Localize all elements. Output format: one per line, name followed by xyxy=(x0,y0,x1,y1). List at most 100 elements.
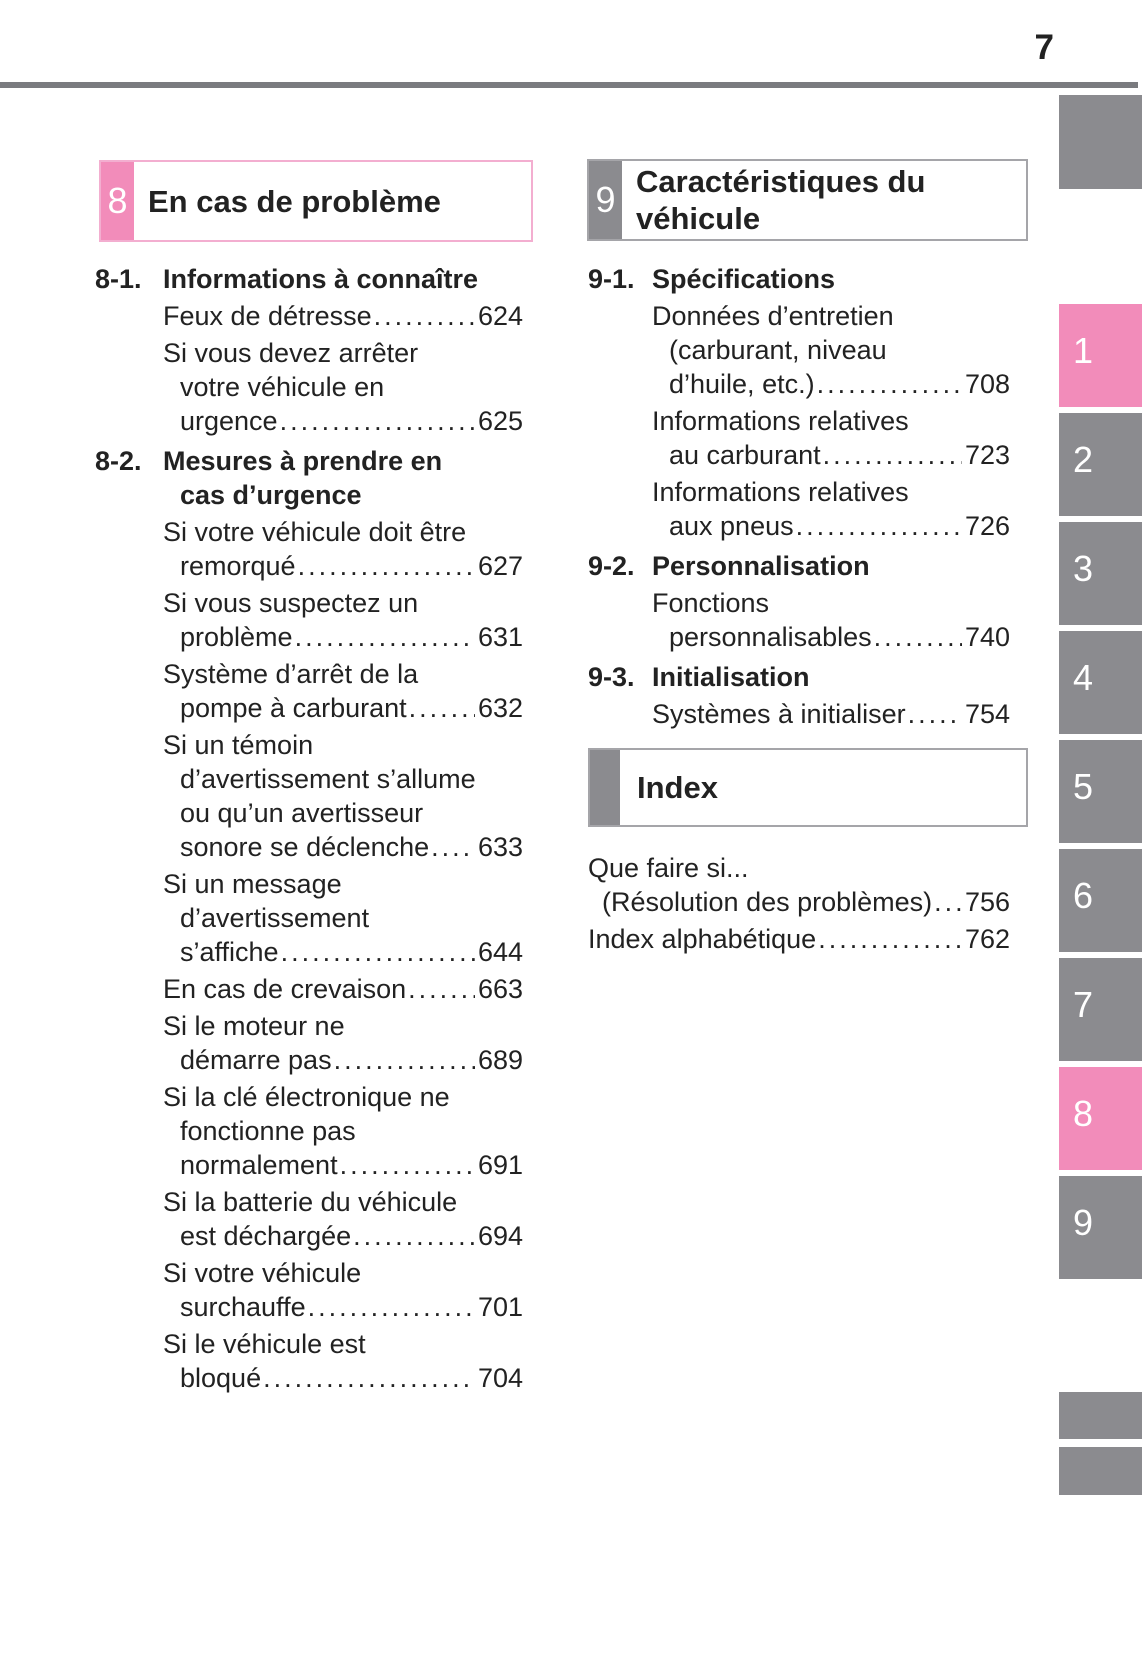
toc-section-heading[interactable]: 8-2. Mesures à prendre en cas d’urgence xyxy=(95,444,523,512)
page-ref: 624 xyxy=(477,301,523,331)
page-ref: 726 xyxy=(964,511,1010,541)
toc-entry[interactable]: Informations relatives aux pneus 726 xyxy=(652,475,1010,543)
section-number: 9-1. xyxy=(588,264,635,294)
entry-text: Index alphabétique xyxy=(588,924,817,954)
toc-entry-line: Que faire si... xyxy=(588,853,749,883)
toc-section-heading[interactable]: 9-3. Initialisation xyxy=(588,660,1010,694)
section-title: Informations à connaître xyxy=(163,262,478,296)
dot-leader xyxy=(293,620,475,654)
section-title-line: Personnalisation xyxy=(652,551,870,581)
toc-entry-line: s’affiche 644 xyxy=(163,935,523,969)
page-ref: 691 xyxy=(477,1150,523,1180)
entry-text: est déchargée xyxy=(180,1221,352,1251)
side-tab-1[interactable]: 1 xyxy=(1059,304,1142,407)
entry-text: aux pneus xyxy=(669,511,794,541)
dot-leader xyxy=(906,697,962,731)
chapter-8-title: En cas de problème xyxy=(148,183,441,219)
toc-entry-line: aux pneus 726 xyxy=(652,509,1010,543)
page-ref: 723 xyxy=(964,440,1010,470)
toc-section-heading[interactable]: 9-1. Spécifications xyxy=(588,262,1010,296)
toc-entry-line: Si vous devez arrêter xyxy=(163,338,419,368)
toc-entry[interactable]: Si vous devez arrêter votre véhicule en ur… xyxy=(163,336,523,438)
toc-entry-line: Si la batterie du véhicule xyxy=(163,1187,458,1217)
dot-leader xyxy=(821,438,962,472)
toc-entry-line: Si le véhicule est xyxy=(163,1329,366,1359)
chapter-8-number: 8 xyxy=(107,180,128,221)
entry-text: bloqué xyxy=(180,1363,262,1393)
side-tab-4[interactable]: 4 xyxy=(1059,631,1142,734)
toc-entry-line: (carburant, niveau xyxy=(669,335,887,365)
toc-entry[interactable]: En cas de crevaison 663 xyxy=(163,972,523,1006)
chapter-9-title: Caractéristiques du véhicule xyxy=(622,161,925,239)
dot-leader xyxy=(932,885,962,919)
toc-entry[interactable]: Si la batterie du véhicule est déchargée 6… xyxy=(163,1185,523,1253)
toc-entry-line: personnalisables 740 xyxy=(652,620,1010,654)
chapter-9-banner[interactable]: 9 Caractéristiques du véhicule xyxy=(587,159,1028,241)
dot-leader xyxy=(278,404,475,438)
toc-entry[interactable]: Systèmes à initialiser 754 xyxy=(652,697,1010,731)
entry-text: En cas de crevaison xyxy=(163,974,407,1004)
toc-entry[interactable]: Si le véhicule est bloqué 704 xyxy=(163,1327,523,1395)
side-tab-label: 2 xyxy=(1073,439,1094,480)
toc-entry-line: En cas de crevaison 663 xyxy=(163,972,523,1006)
side-tab-blank-bottom-1 xyxy=(1059,1392,1142,1439)
toc-entry[interactable]: Si la clé électronique ne fonctionne pas n… xyxy=(163,1080,523,1182)
toc-entry-line: surchauffe 701 xyxy=(163,1290,523,1324)
entry-text: urgence xyxy=(180,406,278,436)
dot-leader xyxy=(332,1043,475,1077)
side-tab-2[interactable]: 2 xyxy=(1059,413,1142,516)
side-tab-7[interactable]: 7 xyxy=(1059,958,1142,1061)
index-banner[interactable]: Index xyxy=(588,748,1028,827)
dot-leader xyxy=(816,922,962,956)
chapter-8-tab-badge: 8 xyxy=(101,162,134,240)
section-entries: Si votre véhicule doit êtreremorqué627Si… xyxy=(95,515,523,1395)
chapter-8-banner[interactable]: 8 En cas de problème xyxy=(99,160,533,242)
side-tab-6[interactable]: 6 xyxy=(1059,849,1142,952)
toc-entry[interactable]: Feux de détresse 624 xyxy=(163,299,523,333)
toc-entry[interactable]: Si votre véhicule surchauffe 701 xyxy=(163,1256,523,1324)
side-tab-5[interactable]: 5 xyxy=(1059,740,1142,843)
side-tab-label: 7 xyxy=(1073,984,1094,1025)
section-number: 9-2. xyxy=(588,551,635,581)
toc-entry[interactable]: Si un témoin d’avertissement s’allume ou q… xyxy=(163,728,523,864)
section-entries: Feux de détresse 624 Si vous devez arrêter… xyxy=(95,299,523,438)
side-tab-3[interactable]: 3 xyxy=(1059,522,1142,625)
side-tab-blank-bottom-2 xyxy=(1059,1447,1142,1495)
toc-entry-line: Si un message xyxy=(163,869,342,899)
dot-leader xyxy=(306,1290,475,1324)
page-ref: 701 xyxy=(477,1292,523,1322)
toc-entry[interactable]: Informations relatives au carburant 723 xyxy=(652,404,1010,472)
toc-entry-line: Si le moteur ne xyxy=(163,1011,345,1041)
page-ref: 694 xyxy=(477,1221,523,1251)
page-ref: 644 xyxy=(477,937,523,967)
toc-entry[interactable]: Index alphabétique 762 xyxy=(588,922,1010,956)
toc-entry-line: remorqué 627 xyxy=(163,549,523,583)
toc-entry[interactable]: Si le moteur ne démarre pas 689 xyxy=(163,1009,523,1077)
toc-section: 9-2. Personnalisation Fonctions personnalis… xyxy=(588,549,1010,654)
toc-entry[interactable]: Fonctions personnalisables 740 xyxy=(652,586,1010,654)
dot-leader xyxy=(406,972,475,1006)
toc-section-heading[interactable]: 8-1. Informations à connaître xyxy=(95,262,523,296)
toc-entry[interactable]: Si un message d’avertissement s’affiche 644 xyxy=(163,867,523,969)
side-tab-9[interactable]: 9 xyxy=(1059,1176,1142,1279)
section-title: Personnalisation xyxy=(652,549,870,583)
page-ref: 740 xyxy=(964,622,1010,652)
page-number: 7 xyxy=(1034,28,1054,67)
dot-leader xyxy=(815,367,962,401)
side-tab-label: 3 xyxy=(1073,548,1094,589)
toc-section-heading[interactable]: 9-2. Personnalisation xyxy=(588,549,1010,583)
toc-entry[interactable]: Que faire si... (Résolution des problèmes… xyxy=(588,851,1010,919)
entry-text: (Résolution des problèmes) xyxy=(602,887,933,917)
toc-entry[interactable]: Données d’entretien (carburant, niveau d’h… xyxy=(652,299,1010,401)
toc-entry-line: d’avertissement s’allume xyxy=(180,764,476,794)
section-title-line: cas d’urgence xyxy=(180,480,362,510)
header-rule xyxy=(0,82,1138,88)
dot-leader xyxy=(372,299,475,333)
toc-entry-line: bloqué 704 xyxy=(163,1361,523,1395)
toc-entry[interactable]: Si votre véhicule doit être remorqué 627 xyxy=(163,515,523,583)
side-tab-8[interactable]: 8 xyxy=(1059,1067,1142,1170)
toc-entry[interactable]: Si vous suspectez un problème 631 xyxy=(163,586,523,654)
chapter-9-tab-badge: 9 xyxy=(589,161,622,239)
toc-entry-line: Si votre véhicule xyxy=(163,1258,362,1288)
toc-entry[interactable]: Système d’arrêt de la pompe à carburant 63… xyxy=(163,657,523,725)
